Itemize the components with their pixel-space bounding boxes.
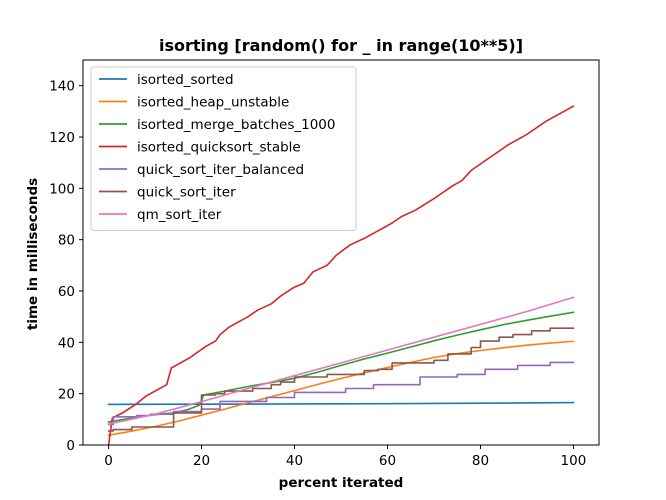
legend-label: isorted_merge_batches_1000 bbox=[137, 117, 335, 133]
y-axis-label: time in milliseconds bbox=[25, 178, 41, 330]
x-tick-label: 40 bbox=[286, 453, 303, 469]
legend-label: quick_sort_iter_balanced bbox=[137, 162, 304, 178]
y-tick-label: 0 bbox=[66, 438, 75, 454]
series-line-7 bbox=[107, 296, 575, 425]
y-tick-label: 20 bbox=[58, 387, 75, 403]
legend: isorted_sorted isorted_heap_unstableisort… bbox=[90, 66, 357, 231]
legend-label: isorted_quicksort_stable bbox=[137, 140, 301, 156]
x-tick-label: 20 bbox=[193, 453, 210, 469]
x-tick-label: 80 bbox=[472, 453, 489, 469]
series-line-3 bbox=[107, 311, 575, 423]
y-tick-label: 140 bbox=[49, 79, 75, 95]
x-tick-label: 100 bbox=[561, 453, 587, 469]
x-axis-label: percent iterated bbox=[279, 475, 404, 491]
x-tick-label: 60 bbox=[379, 453, 396, 469]
series-line-2 bbox=[107, 340, 575, 437]
series-line-6 bbox=[107, 327, 575, 432]
y-tick-label: 100 bbox=[49, 181, 75, 197]
y-tick-label: 60 bbox=[58, 284, 75, 300]
plot-frame bbox=[82, 59, 600, 446]
x-tick-label: 0 bbox=[104, 453, 113, 469]
axes-layer: 0 20 40 60 80 100 0 20 40 60 80 100 120 140 bbox=[49, 59, 600, 469]
y-tick-label: 40 bbox=[58, 335, 75, 351]
legend-box bbox=[90, 66, 357, 231]
chart-title: isorting [random() for _ in range(10**5)… bbox=[159, 36, 523, 55]
series-line-1 bbox=[107, 401, 575, 406]
y-tick-label: 80 bbox=[58, 233, 75, 249]
series-line-4 bbox=[107, 105, 575, 445]
series-layer bbox=[107, 105, 575, 445]
legend-label: qm_sort_iter bbox=[137, 207, 222, 223]
legend-label: isorted_sorted bbox=[137, 72, 234, 88]
legend-label: isorted_heap_unstable bbox=[137, 95, 289, 111]
y-tick-label: 120 bbox=[49, 130, 75, 146]
legend-label: quick_sort_iter bbox=[137, 185, 236, 201]
